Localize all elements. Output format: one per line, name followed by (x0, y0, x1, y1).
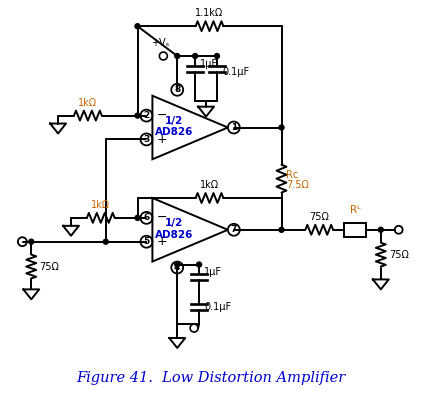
Text: AD826: AD826 (155, 230, 193, 240)
Text: 0.1μF: 0.1μF (204, 302, 231, 312)
Circle shape (29, 239, 34, 244)
Text: 1kΩ: 1kΩ (200, 180, 219, 190)
Circle shape (135, 215, 140, 220)
Text: 1: 1 (231, 123, 237, 132)
Circle shape (175, 262, 180, 267)
Text: −: − (157, 109, 168, 122)
Circle shape (135, 24, 140, 29)
Text: 75Ω: 75Ω (309, 212, 329, 222)
Circle shape (175, 53, 180, 59)
Text: 1.1kΩ: 1.1kΩ (195, 8, 224, 18)
Text: 75Ω: 75Ω (389, 250, 408, 260)
Text: +Vₛ: +Vₛ (151, 38, 170, 48)
Bar (344, 223, 366, 237)
Text: 75Ω: 75Ω (39, 261, 59, 272)
Text: 5: 5 (143, 237, 149, 246)
Text: Rᴸ: Rᴸ (349, 205, 360, 215)
Text: +: + (157, 133, 168, 146)
Text: 1kΩ: 1kΩ (91, 200, 110, 210)
Text: 7.5Ω: 7.5Ω (287, 180, 309, 190)
Text: 4: 4 (174, 263, 181, 272)
Circle shape (197, 262, 202, 267)
Circle shape (192, 53, 197, 59)
Text: 1μF: 1μF (200, 59, 218, 69)
Text: −: − (157, 211, 168, 224)
Circle shape (103, 239, 108, 244)
Text: 1μF: 1μF (204, 267, 222, 277)
Text: +: + (157, 235, 168, 248)
Text: 0.1μF: 0.1μF (222, 67, 249, 77)
Circle shape (379, 227, 383, 232)
Text: 1/2: 1/2 (165, 218, 184, 228)
Circle shape (279, 227, 284, 232)
Text: 3: 3 (143, 135, 149, 144)
Text: 6: 6 (143, 213, 149, 222)
Text: 1/2: 1/2 (165, 116, 184, 126)
Text: AD826: AD826 (155, 127, 193, 138)
Circle shape (279, 125, 284, 130)
Text: Figure 41.  Low Distortion Amplifier: Figure 41. Low Distortion Amplifier (76, 371, 346, 385)
Text: 1kΩ: 1kΩ (78, 98, 97, 108)
Circle shape (214, 53, 219, 59)
Text: 7: 7 (231, 225, 237, 234)
Text: 2: 2 (143, 111, 149, 120)
Circle shape (135, 113, 140, 118)
Text: 8: 8 (174, 85, 180, 94)
Text: Rᴄ: Rᴄ (287, 170, 299, 180)
